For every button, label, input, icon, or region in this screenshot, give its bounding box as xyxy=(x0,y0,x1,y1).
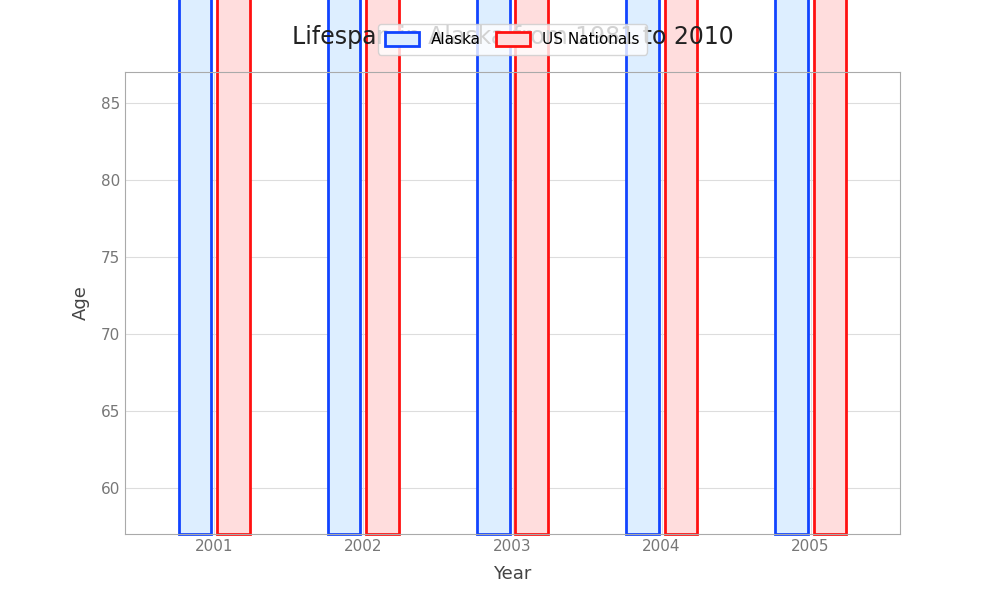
Bar xyxy=(626,0,659,534)
Y-axis label: Age: Age xyxy=(72,286,90,320)
Bar xyxy=(665,0,697,534)
Bar xyxy=(366,0,399,534)
Bar xyxy=(328,0,360,534)
X-axis label: Year: Year xyxy=(493,565,532,583)
Bar xyxy=(515,0,548,534)
Bar xyxy=(179,0,211,534)
Bar xyxy=(775,0,808,534)
Bar xyxy=(477,0,510,534)
Bar xyxy=(217,0,250,534)
Title: Lifespan in Alaska from 1981 to 2010: Lifespan in Alaska from 1981 to 2010 xyxy=(292,25,733,49)
Bar xyxy=(814,0,846,534)
Legend: Alaska, US Nationals: Alaska, US Nationals xyxy=(378,24,647,55)
